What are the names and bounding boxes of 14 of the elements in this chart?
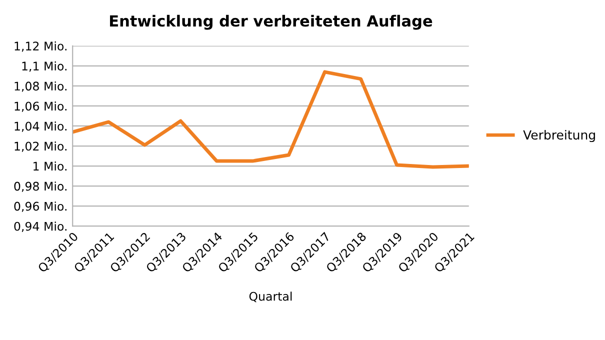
y-tick-label: 0,98 Mio. xyxy=(14,182,66,192)
y-tick-label: 0,94 Mio. xyxy=(14,222,66,232)
x-axis-title: Quartal xyxy=(249,292,292,302)
y-tick-label: 1,1 Mio. xyxy=(22,61,66,72)
y-tick-label: 0,96 Mio. xyxy=(14,202,66,212)
y-tick-label: 1,02 Mio. xyxy=(14,142,66,152)
y-tick-label: 1 Mio. xyxy=(34,162,66,171)
chart-title: Entwicklung der verbreiteten Auflage xyxy=(110,14,432,30)
y-tick-label: 1,06 Mio. xyxy=(14,101,66,112)
legend-label: Verbreitung xyxy=(523,130,595,142)
line-series xyxy=(72,70,469,169)
y-tick-label: 1,08 Mio. xyxy=(14,81,66,92)
y-tick-label: 1,12 Mio. xyxy=(14,41,66,52)
y-tick-label: 1,04 Mio. xyxy=(14,122,66,132)
